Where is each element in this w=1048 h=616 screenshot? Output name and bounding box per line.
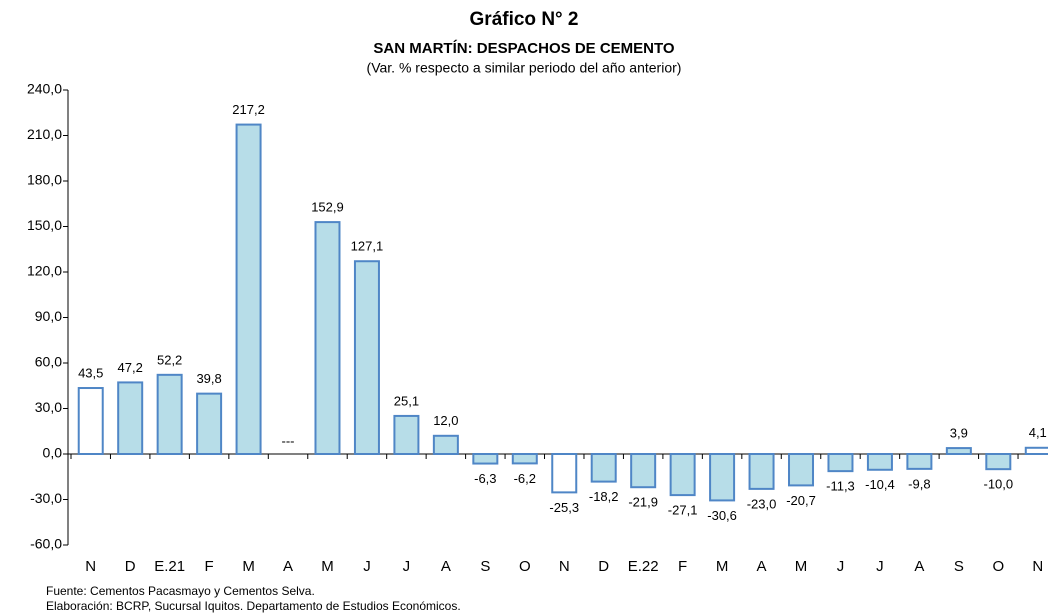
y-tick-label: -30,0 xyxy=(30,490,62,506)
chart-title: Gráfico N° 2 xyxy=(470,9,579,30)
x-tick-label: E.22 xyxy=(628,558,659,575)
bar xyxy=(432,434,459,455)
source-note: Elaboración: BCRP, Sucursal Iquitos. Dep… xyxy=(46,599,461,613)
y-tick-label: 120,0 xyxy=(27,263,62,279)
y-tick-label: -60,0 xyxy=(30,536,62,552)
value-label: -23,0 xyxy=(747,496,777,511)
value-label: 3,9 xyxy=(950,426,968,441)
x-tick-label: A xyxy=(757,558,767,575)
bar xyxy=(551,453,578,494)
y-tick-label: 210,0 xyxy=(27,126,62,142)
value-label: 12,0 xyxy=(433,413,458,428)
bar xyxy=(866,453,893,471)
bar xyxy=(1024,446,1048,456)
x-tick-label: M xyxy=(716,558,729,575)
x-tick-label: J xyxy=(837,558,845,575)
value-label: 47,2 xyxy=(118,360,143,375)
bar xyxy=(235,123,262,456)
y-tick-label: 150,0 xyxy=(27,217,62,233)
value-label: 127,1 xyxy=(351,239,384,254)
bar xyxy=(748,453,775,490)
bar xyxy=(630,453,657,489)
x-tick-label: E.21 xyxy=(154,558,185,575)
x-tick-label: F xyxy=(205,558,214,575)
bar xyxy=(156,373,183,455)
bar xyxy=(511,453,538,465)
bar xyxy=(709,453,736,502)
x-tick-label: A xyxy=(441,558,451,575)
bar xyxy=(196,392,223,455)
value-label: -27,1 xyxy=(668,503,698,518)
bar xyxy=(590,453,617,483)
x-tick-label: A xyxy=(914,558,924,575)
x-tick-label: N xyxy=(559,558,570,575)
value-label: -11,3 xyxy=(826,479,855,494)
x-tick-label: J xyxy=(876,558,884,575)
bar xyxy=(472,453,499,465)
x-tick-label: O xyxy=(992,558,1004,575)
bar xyxy=(669,453,696,497)
value-label: 217,2 xyxy=(232,102,265,117)
chart-subtitle: (Var. % respecto a similar periodo del a… xyxy=(367,60,682,76)
y-tick-label: 60,0 xyxy=(35,354,62,370)
value-label: --- xyxy=(282,433,295,448)
x-tick-label: M xyxy=(321,558,334,575)
value-label: -20,7 xyxy=(786,493,816,508)
value-label: -6,2 xyxy=(514,471,536,486)
bar xyxy=(788,453,815,487)
value-label: 52,2 xyxy=(157,352,182,367)
bar xyxy=(117,381,144,455)
y-tick-label: 180,0 xyxy=(27,172,62,188)
chart-subtitle: SAN MARTÍN: DESPACHOS DE CEMENTO xyxy=(373,40,674,57)
bar xyxy=(353,260,380,455)
bar xyxy=(985,453,1012,471)
x-tick-label: M xyxy=(795,558,808,575)
y-tick-label: 0,0 xyxy=(43,445,63,461)
value-label: -21,9 xyxy=(628,495,658,510)
bar xyxy=(393,414,420,456)
value-label: 43,5 xyxy=(78,365,103,380)
bar xyxy=(314,221,341,455)
y-tick-label: 90,0 xyxy=(35,308,62,324)
x-tick-label: A xyxy=(283,558,293,575)
x-tick-label: O xyxy=(519,558,531,575)
bar xyxy=(906,453,933,470)
value-label: 25,1 xyxy=(394,393,419,408)
x-tick-label: S xyxy=(480,558,490,575)
x-tick-label: N xyxy=(1032,558,1043,575)
x-tick-label: M xyxy=(242,558,255,575)
x-tick-label: S xyxy=(954,558,964,575)
x-tick-label: F xyxy=(678,558,687,575)
x-tick-label: J xyxy=(363,558,371,575)
value-label: -10,0 xyxy=(983,477,1013,492)
bar xyxy=(945,447,972,455)
value-label: -9,8 xyxy=(908,476,930,491)
value-label: -10,4 xyxy=(865,477,895,492)
value-label: 39,8 xyxy=(196,371,221,386)
y-tick-label: 30,0 xyxy=(35,399,62,415)
bar xyxy=(827,453,854,473)
x-tick-label: N xyxy=(85,558,96,575)
value-label: -30,6 xyxy=(707,508,737,523)
value-label: 152,9 xyxy=(311,200,344,215)
x-tick-label: D xyxy=(125,558,136,575)
value-label: -6,3 xyxy=(474,471,496,486)
value-label: -18,2 xyxy=(589,489,619,504)
y-tick-label: 240,0 xyxy=(27,81,62,97)
value-label: 4,1 xyxy=(1029,425,1047,440)
value-label: -25,3 xyxy=(549,500,579,515)
source-note: Fuente: Cementos Pacasmayo y Cementos Se… xyxy=(46,584,315,598)
bar xyxy=(77,387,104,455)
x-tick-label: J xyxy=(403,558,411,575)
x-tick-label: D xyxy=(598,558,609,575)
